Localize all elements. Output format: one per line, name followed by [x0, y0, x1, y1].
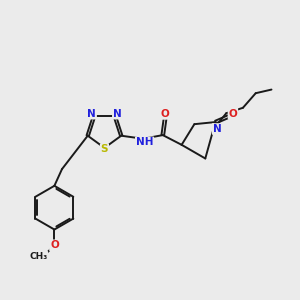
- Text: N: N: [87, 109, 96, 118]
- Text: O: O: [161, 109, 170, 119]
- Text: NH: NH: [136, 137, 153, 147]
- Text: S: S: [101, 144, 108, 154]
- Text: O: O: [50, 240, 59, 250]
- Text: CH₃: CH₃: [29, 252, 47, 261]
- Text: N: N: [213, 124, 221, 134]
- Text: N: N: [113, 109, 122, 118]
- Text: O: O: [229, 109, 237, 118]
